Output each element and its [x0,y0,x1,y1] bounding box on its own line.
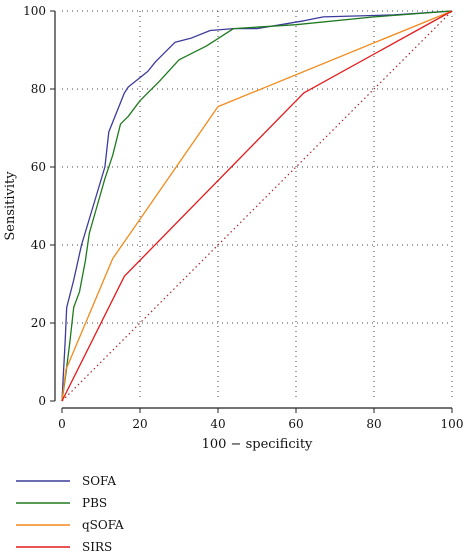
x-tick-label-20: 20 [132,417,147,431]
legend-label-sirs: SIRS [82,540,112,552]
series-lines [61,10,453,402]
y-tick-label-0: 0 [38,394,46,408]
x-tick-label-100: 100 [441,417,464,431]
reference-diagonal-line [61,10,453,402]
tick-labels: 0 20 40 60 80 100 0 20 40 60 80 100 [23,4,463,431]
x-tick-label-0: 0 [58,417,66,431]
axes [50,10,453,413]
legend-label-pbs: PBS [82,496,107,510]
series-line-pbs [61,10,453,402]
grid [62,10,453,401]
x-tick-label-40: 40 [210,417,225,431]
y-tick-label-20: 20 [31,316,46,330]
x-tick-label-80: 80 [366,417,381,431]
series-line-sirs [61,10,453,402]
x-axis-title: 100 − specificity [202,437,313,452]
y-tick-label-100: 100 [23,4,46,18]
series-line-sofa [61,10,453,402]
legend: SOFA PBS qSOFA SIRS [16,474,124,552]
legend-label-sofa: SOFA [82,474,116,488]
y-tick-label-40: 40 [31,238,46,252]
series-line-qsofa [61,10,453,402]
y-tick-label-60: 60 [31,160,46,174]
x-tick-label-60: 60 [288,417,303,431]
legend-label-qsofa: qSOFA [82,518,124,532]
y-tick-label-80: 80 [31,82,46,96]
y-axis-title: Sensitivity [3,171,18,241]
